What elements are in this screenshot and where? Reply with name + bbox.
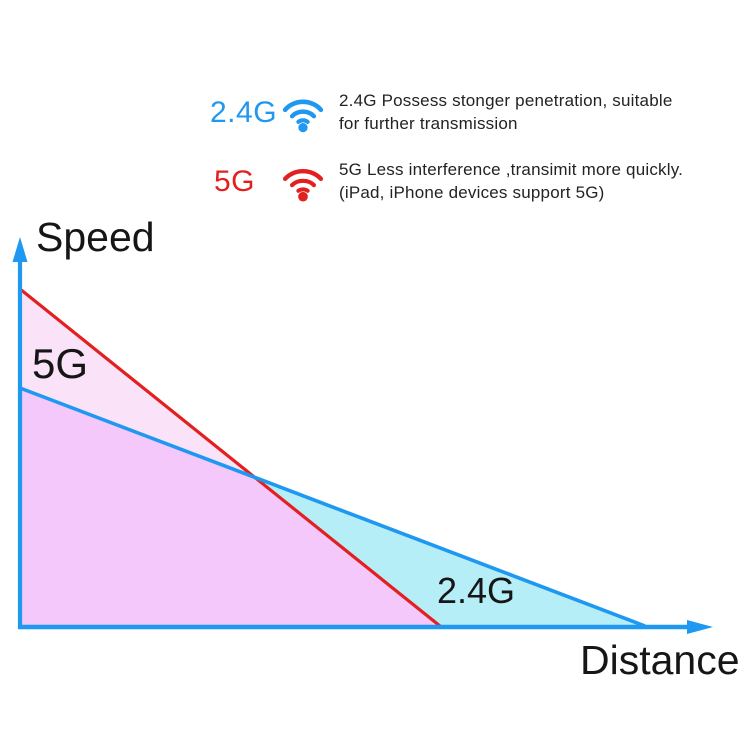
area-label-5g: 5G — [32, 340, 89, 387]
legend-row-2.4g: 2.4G 2.4G Possess stonger penetration, s… — [0, 0, 750, 150]
legend-desc-2.4g-line1: 2.4G Possess stonger penetration, suitab… — [339, 91, 673, 110]
legend-desc-2.4g: 2.4G Possess stonger penetration, suitab… — [339, 89, 672, 135]
legend-desc-5g: 5G Less interference ,transimit more qui… — [339, 158, 683, 204]
legend-row-5g: 5G 5G Less interference ,transimit more … — [0, 0, 750, 220]
x-axis-arrowhead — [687, 620, 713, 634]
line-5g — [18, 287, 442, 628]
y-axis-title: Speed — [36, 214, 155, 260]
legend-desc-5g-line1: 5G Less interference ,transimit more qui… — [339, 160, 684, 179]
wifi-icon-red — [282, 169, 324, 202]
area-overlap — [21, 388, 440, 626]
legend-label-5g: 5G — [214, 165, 256, 198]
area-label-2.4g: 2.4G — [437, 570, 516, 611]
x-axis-title: Distance — [580, 637, 740, 683]
line-2.4g — [19, 386, 646, 628]
legend-desc-2.4g-line2: for further transmission — [339, 114, 518, 133]
legend-label-2.4g: 2.4G — [210, 96, 278, 129]
wifi-icon-blue — [282, 99, 324, 133]
legend-desc-5g-line2: (iPad, iPhone devices support 5G) — [339, 183, 605, 202]
y-axis-arrowhead — [12, 237, 28, 262]
